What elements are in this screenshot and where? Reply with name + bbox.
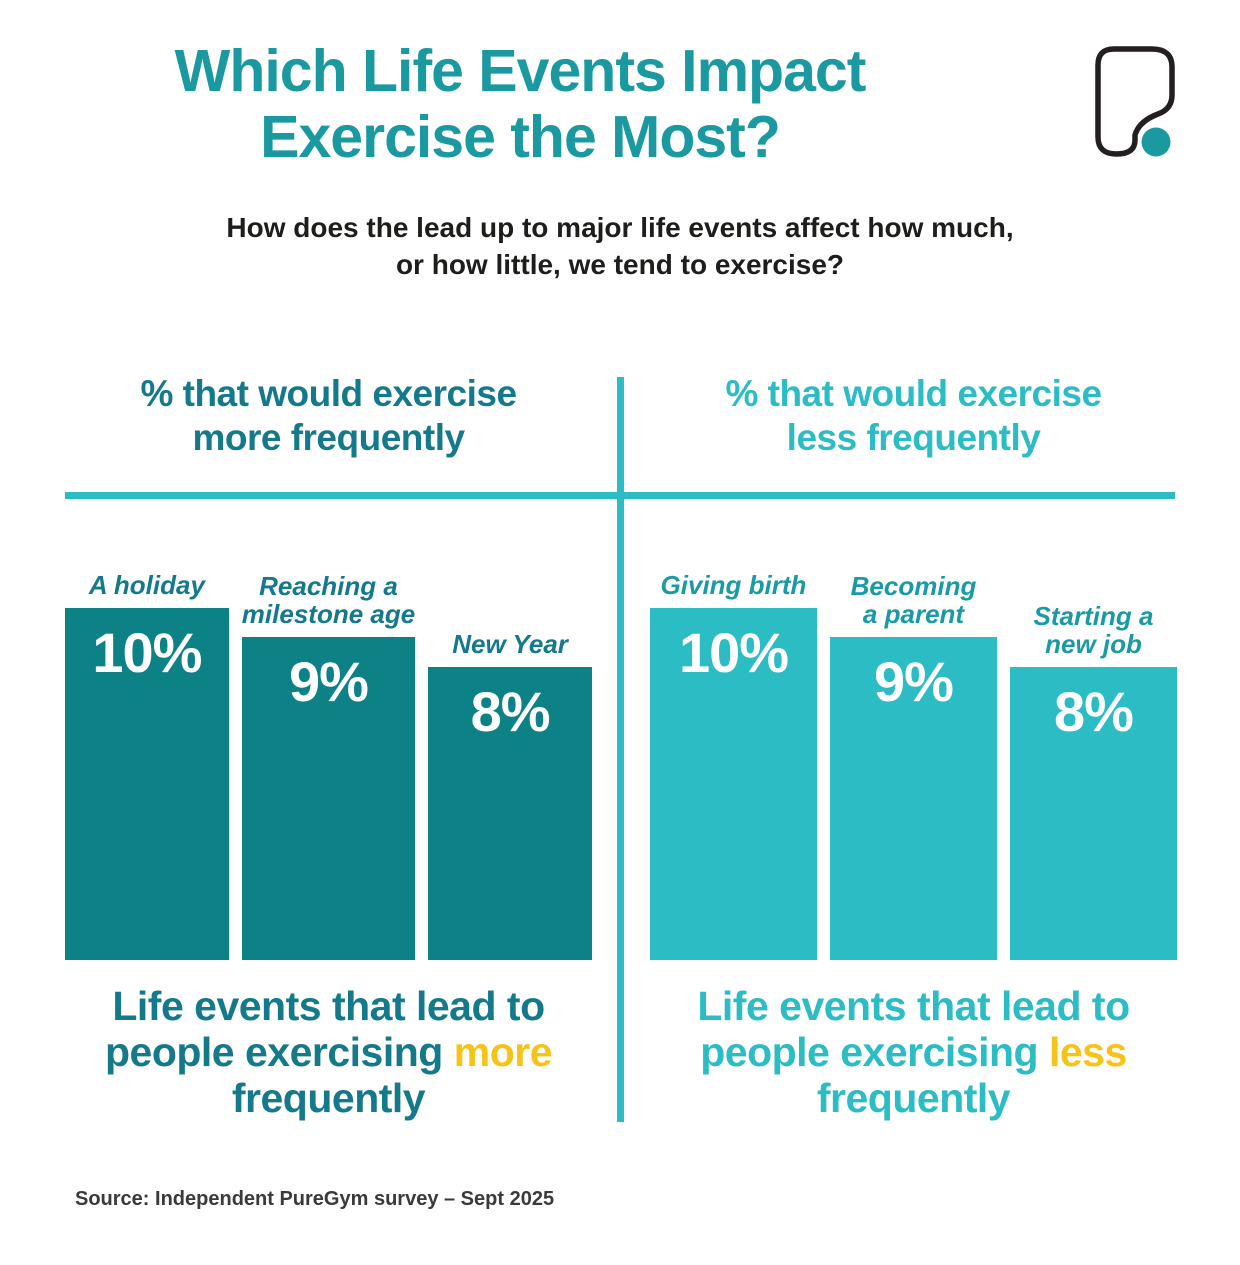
subtitle-line1: How does the lead up to major life event…: [226, 212, 1014, 243]
bar-group-giving-birth: Giving birth 10%: [650, 571, 817, 960]
bar-value: 9%: [874, 650, 954, 713]
subtitle: How does the lead up to major life event…: [0, 210, 1240, 284]
bar-label: Starting a new job: [1033, 600, 1154, 660]
bar-label: Giving birth: [660, 570, 807, 601]
bar: 9%: [241, 637, 416, 960]
bar: 9%: [830, 637, 997, 960]
header-more-line1: % that would exercise: [140, 373, 517, 414]
bar-value: 10%: [678, 621, 789, 684]
header-less-line2: less frequently: [786, 416, 1041, 458]
bar: 8%: [1010, 667, 1177, 960]
highlight-more: more: [453, 1028, 553, 1075]
bar: 10%: [65, 608, 229, 960]
bar-value: 8%: [470, 680, 551, 743]
chart-exercise-more: A holiday 10% Reaching a milestone age 9…: [65, 560, 592, 960]
puregym-logo: [1092, 42, 1188, 171]
bar-value: 8%: [1054, 680, 1134, 743]
bar-group-a-holiday: A holiday 10%: [65, 571, 229, 960]
chart-exercise-less: Giving birth 10% Becoming a parent 9% St…: [650, 560, 1177, 960]
header-less-line1: % that would exercise: [725, 373, 1102, 414]
bar-label: Reaching a milestone age: [241, 570, 416, 630]
page-title-line1: Which Life Events Impact: [174, 38, 867, 104]
subtitle-line2: or how little, we tend to exercise?: [395, 248, 845, 280]
highlight-less: less: [1048, 1028, 1127, 1075]
source-note: Source: Independent PureGym survey – Sep…: [75, 1188, 555, 1210]
bar-label: A holiday: [88, 570, 205, 601]
puregym-logo-icon: [1095, 46, 1175, 157]
bar-value: 9%: [289, 650, 369, 713]
bar-group-new-year: New Year 8%: [428, 630, 592, 960]
bar-label: New Year: [452, 629, 568, 660]
bar-value: 10%: [92, 621, 202, 684]
bar: 8%: [428, 667, 592, 960]
caption-exercise-less: Life events that lead to people exercisi…: [697, 983, 1130, 1121]
page-title: Which Life Events Impact Exercise the Mo…: [0, 38, 1040, 170]
bar-group-starting-new-job: Starting a new job 8%: [1010, 602, 1177, 960]
header-more-line2: more frequently: [192, 416, 465, 458]
header-exercise-less: % that would exercise less frequently: [650, 372, 1177, 459]
caption-exercise-more: Life events that lead to people exercisi…: [104, 983, 553, 1121]
bar-label: Becoming a parent: [850, 570, 977, 630]
header-exercise-more: % that would exercise more frequently: [65, 372, 592, 459]
bar-group-milestone-age: Reaching a milestone age 9%: [241, 570, 416, 960]
page-title-line2: Exercise the Most?: [260, 104, 781, 171]
bar: 10%: [650, 608, 817, 960]
vertical-divider: [617, 377, 624, 1122]
bar-group-becoming-parent: Becoming a parent 9%: [830, 572, 997, 960]
